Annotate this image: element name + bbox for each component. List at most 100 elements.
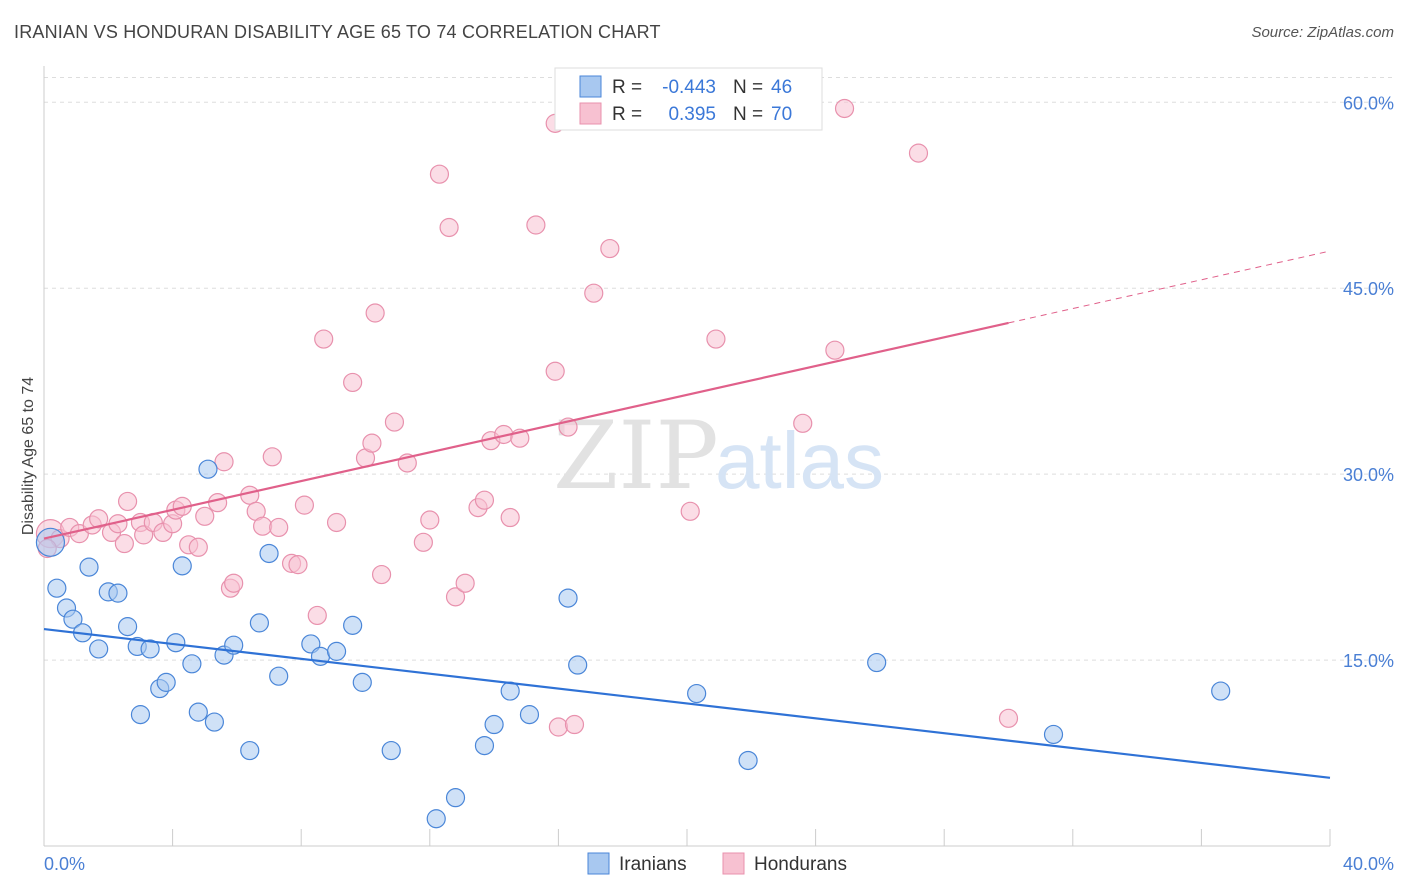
iranian-point: [1211, 681, 1231, 701]
honduran-point: [500, 507, 520, 528]
honduran-point: [365, 303, 385, 323]
honduran-point: [584, 283, 604, 303]
iranian-point: [249, 613, 270, 633]
grid-lines: [44, 77, 1395, 661]
legend-n-value-iranians: 46: [771, 77, 792, 98]
iranian-point: [188, 702, 208, 722]
legend-r-value-iranians: -0.443: [662, 77, 716, 98]
honduran-point: [474, 490, 495, 510]
watermark: ZIP atlas: [553, 402, 884, 511]
legend-top: R = -0.443 N = 46 R = 0.395 N = 70: [554, 67, 823, 131]
iranian-point: [140, 639, 160, 659]
honduran-point: [445, 587, 466, 607]
honduran-point: [600, 238, 620, 259]
honduran-point: [89, 509, 109, 529]
iranian-point: [108, 583, 128, 603]
iranian-point: [381, 740, 401, 761]
honduran-point: [429, 164, 450, 184]
y-tick-label: 30.0%: [1343, 465, 1394, 485]
honduran-point: [384, 412, 405, 432]
legend-bottom-label-iranians: Iranians: [619, 854, 687, 875]
honduran-point: [680, 501, 700, 521]
iranian-point: [269, 666, 289, 686]
iranian-point: [519, 705, 540, 725]
honduran-point: [208, 493, 228, 513]
iranian-point: [89, 639, 109, 659]
iranian-point: [474, 735, 495, 756]
x-tick-label-min: 0.0%: [44, 854, 85, 874]
trend-line-iranians: [43, 627, 1331, 779]
honduran-point: [188, 537, 208, 557]
trend-line-hondurans-extension: [1008, 250, 1331, 324]
honduran-point: [545, 361, 565, 381]
iranian-point: [738, 750, 758, 771]
honduran-point: [343, 372, 363, 393]
legend-bottom-swatch-iranians: [587, 852, 610, 875]
iranian-point: [172, 556, 192, 576]
honduran-point: [307, 605, 327, 626]
honduran-point: [240, 485, 260, 505]
legend-swatch-hondurans: [579, 102, 602, 125]
trend-lines: [43, 250, 1331, 779]
series-iranians: [35, 459, 1231, 829]
honduran-point: [439, 217, 459, 238]
honduran-point: [224, 573, 244, 593]
honduran-point: [526, 215, 546, 235]
legend-n-label-hondurans: N =: [733, 104, 763, 125]
honduran-point: [793, 413, 813, 433]
legend-n-label-iranians: N =: [733, 77, 763, 98]
iranian-point: [867, 652, 887, 673]
iranian-point: [47, 578, 67, 598]
honduran-point: [314, 329, 334, 349]
source-label: Source: ZipAtlas.com: [1251, 24, 1394, 41]
iranian-point: [326, 641, 347, 661]
legend-n-value-hondurans: 70: [771, 104, 792, 125]
iranian-point: [79, 557, 99, 577]
x-tick-label-max: 40.0%: [1343, 854, 1394, 874]
honduran-point: [253, 516, 273, 536]
y-tick-label: 45.0%: [1343, 279, 1394, 299]
honduran-point: [834, 98, 855, 119]
honduran-point: [548, 717, 569, 737]
iranian-point: [558, 588, 578, 608]
y-tick-label: 15.0%: [1343, 651, 1394, 671]
chart-title: IRANIAN VS HONDURAN DISABILITY AGE 65 TO…: [14, 22, 661, 42]
iranian-point: [343, 615, 363, 635]
iranian-point: [204, 712, 224, 732]
honduran-point: [455, 573, 475, 593]
iranian-point: [117, 617, 138, 637]
honduran-point: [825, 340, 845, 360]
honduran-point: [294, 495, 315, 515]
honduran-point: [420, 510, 440, 530]
honduran-point: [214, 452, 234, 472]
y-tick-labels: 15.0% 30.0% 45.0% 60.0%: [1343, 93, 1394, 671]
iranian-point: [63, 609, 83, 629]
trend-line-hondurans: [43, 321, 1009, 540]
iranian-point: [568, 655, 588, 675]
legend-r-label-iranians: R =: [612, 77, 642, 98]
legend-bottom-swatch-hondurans: [722, 852, 745, 875]
legend-r-label-hondurans: R =: [612, 104, 642, 125]
iranian-point: [240, 740, 260, 761]
x-axis-ticks: [43, 829, 1331, 846]
iranian-point: [1043, 724, 1064, 745]
honduran-point: [114, 533, 134, 554]
honduran-point: [413, 532, 433, 552]
iranian-point: [182, 654, 202, 674]
honduran-point: [288, 555, 308, 575]
honduran-point: [908, 143, 929, 163]
y-axis-label: Disability Age 65 to 74: [20, 377, 37, 535]
legend-r-value-hondurans: 0.395: [668, 104, 716, 125]
watermark-zip: ZIP: [553, 402, 719, 511]
honduran-point: [371, 564, 392, 585]
honduran-point: [362, 433, 382, 453]
series-hondurans: [35, 98, 1019, 737]
iranian-point: [259, 543, 279, 564]
legend-swatch-iranians: [579, 75, 602, 98]
honduran-point: [564, 714, 585, 735]
iranian-point: [445, 788, 466, 808]
honduran-point: [706, 329, 726, 349]
honduran-point: [269, 517, 289, 538]
honduran-point: [195, 506, 215, 526]
